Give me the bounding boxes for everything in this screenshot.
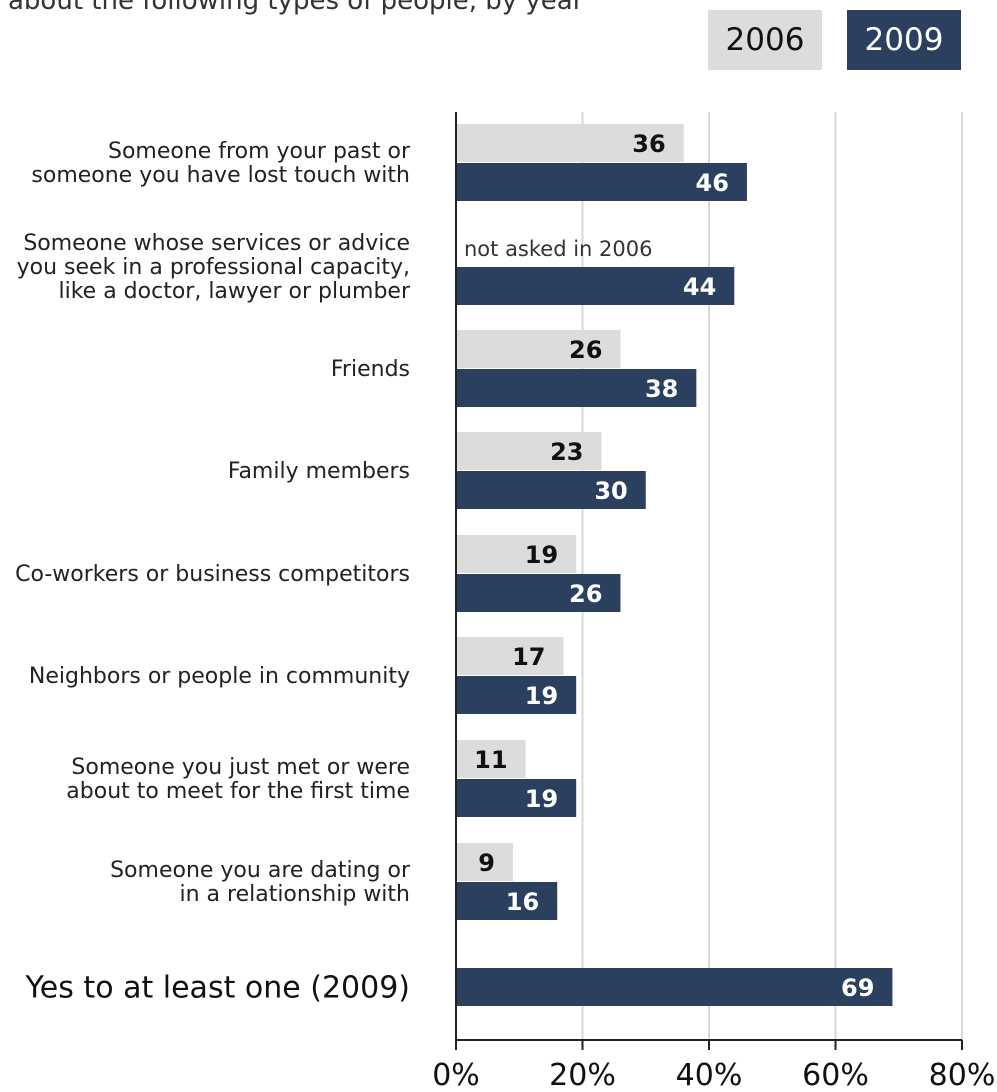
bar-2009 xyxy=(457,676,577,714)
x-tick-label: 80% xyxy=(929,1058,996,1092)
category-label: Yes to at least one (2009) xyxy=(24,971,410,1006)
chart-title: about the following types of people, by … xyxy=(8,0,584,16)
legend-label-2006: 2006 xyxy=(725,22,805,58)
bar-value-label: 30 xyxy=(594,477,627,505)
category-label: about to meet for the first time xyxy=(66,779,410,804)
bar-value-label: 23 xyxy=(550,438,583,466)
bar-2009 xyxy=(457,369,697,407)
bar-2006 xyxy=(457,637,564,675)
category-label: Friends xyxy=(331,357,410,382)
bar-2006 xyxy=(457,432,602,470)
category-label: you seek in a professional capacity, xyxy=(17,255,410,280)
category-label: Someone you are dating or xyxy=(110,858,411,883)
bar-value-label: 16 xyxy=(506,888,539,916)
x-tick-label: 40% xyxy=(676,1058,743,1092)
bar-value-label: 26 xyxy=(569,580,602,608)
category-label: Someone from your past or xyxy=(108,139,411,164)
bar-value-label: 19 xyxy=(525,785,558,813)
legend-label-2009: 2009 xyxy=(864,22,944,58)
bar-2006 xyxy=(457,535,577,573)
bar-2009 xyxy=(457,471,646,509)
bar-2009 xyxy=(457,779,577,817)
bar-2006 xyxy=(457,330,621,368)
bar-2009 xyxy=(457,267,735,305)
category-label: like a doctor, lawyer or plumber xyxy=(59,279,411,304)
bar-value-label: 36 xyxy=(632,130,665,158)
category-label: Someone whose services or advice xyxy=(23,231,410,256)
bar-2006 xyxy=(457,843,513,881)
bar-2009 xyxy=(457,882,558,920)
category-label: Co-workers or business competitors xyxy=(15,562,410,587)
bar-value-label: 17 xyxy=(512,643,545,671)
bar-value-label: 26 xyxy=(569,336,602,364)
bar-2009 xyxy=(457,574,621,612)
category-label: Family members xyxy=(228,459,410,484)
category-label: Neighbors or people in community xyxy=(29,664,410,689)
bar-value-label: 19 xyxy=(525,541,558,569)
bar-value-label: 44 xyxy=(683,273,716,301)
bar-value-label: 69 xyxy=(841,974,874,1002)
bar-2006 xyxy=(457,124,684,162)
legend-item-2006: 2006 xyxy=(708,10,822,70)
legend-item-2009: 2009 xyxy=(847,10,961,70)
category-label: someone you have lost touch with xyxy=(31,163,410,188)
bar-value-label: 38 xyxy=(645,375,678,403)
bar-2009 xyxy=(457,163,747,201)
bar-value-label: 19 xyxy=(525,682,558,710)
bar-2009 xyxy=(457,968,893,1006)
annotation-not-asked: not asked in 2006 xyxy=(464,237,652,261)
bar-2006 xyxy=(457,740,526,778)
x-tick-label: 60% xyxy=(802,1058,869,1092)
bar-value-label: 9 xyxy=(478,849,495,877)
category-label: in a relationship with xyxy=(179,882,410,907)
x-tick-label: 20% xyxy=(549,1058,616,1092)
x-tick-label: 0% xyxy=(432,1058,480,1092)
bar-value-label: 11 xyxy=(474,746,507,774)
category-label: Someone you just met or were xyxy=(71,755,410,780)
bar-value-label: 46 xyxy=(696,169,729,197)
